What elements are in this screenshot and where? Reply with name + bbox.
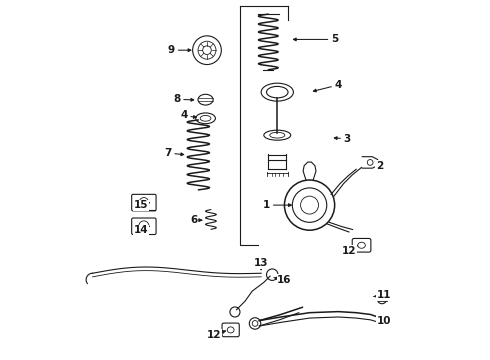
Text: 3: 3 bbox=[334, 134, 351, 144]
Text: 4: 4 bbox=[314, 80, 342, 92]
Text: 6: 6 bbox=[191, 215, 202, 225]
Text: 4: 4 bbox=[180, 111, 196, 121]
Text: 16: 16 bbox=[274, 275, 292, 285]
Text: 12: 12 bbox=[207, 330, 225, 340]
Text: 7: 7 bbox=[164, 148, 184, 158]
Text: 9: 9 bbox=[168, 45, 191, 55]
Text: 5: 5 bbox=[294, 35, 338, 44]
Text: 8: 8 bbox=[173, 94, 194, 104]
Text: 2: 2 bbox=[375, 161, 383, 171]
Text: 10: 10 bbox=[376, 316, 392, 325]
Text: 13: 13 bbox=[254, 258, 269, 270]
Text: 15: 15 bbox=[134, 200, 149, 210]
Text: 11: 11 bbox=[373, 291, 392, 301]
Text: 1: 1 bbox=[263, 200, 291, 210]
Text: 14: 14 bbox=[134, 225, 149, 235]
Text: 12: 12 bbox=[342, 246, 357, 256]
